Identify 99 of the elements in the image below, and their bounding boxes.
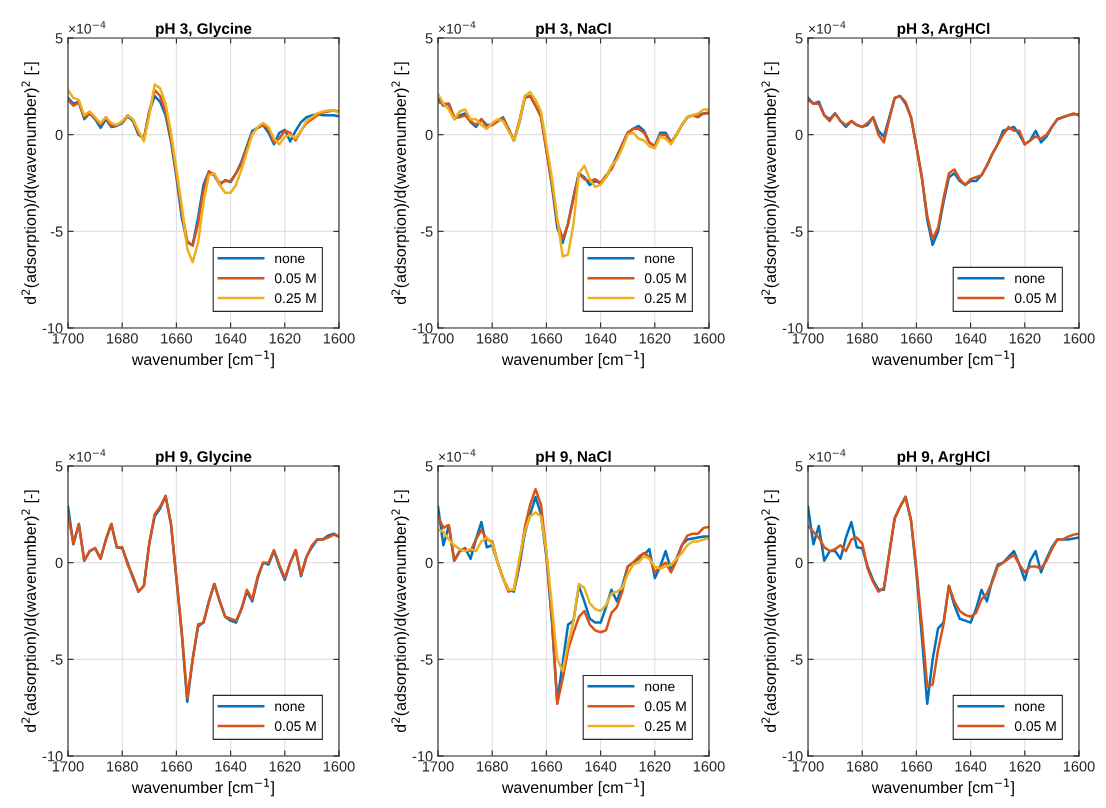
y-tick-label: 5 [55, 33, 63, 44]
y-tick-label: 0 [55, 557, 63, 569]
y-tick-label: 0 [425, 129, 433, 141]
legend-label: 0.05 M [644, 701, 686, 712]
x-tick-label: 1700 [422, 333, 454, 344]
x-tick-label: 1660 [161, 761, 193, 772]
x-tick-label: 1600 [323, 333, 355, 344]
text: ×10$^{−4}$ [808, 21, 846, 34]
legend-label: none [645, 255, 675, 264]
y-axis-title: d$^{2}$(adsorption)/d(wavenumber)$^{2}$ [-] [761, 62, 780, 305]
x-tick-label: 1600 [1063, 761, 1095, 772]
legend-label: 0.05 M [644, 273, 686, 284]
legend-label: none [1015, 275, 1045, 284]
x-tick-label: 1660 [901, 761, 933, 772]
y-tick-label: 5 [795, 461, 803, 472]
x-tick-label: 1600 [323, 761, 355, 772]
x-axis-title: wavenumber [cm$^{−1}$] [501, 350, 644, 369]
text: ×10$^{−4}$ [438, 449, 476, 462]
y-axis-title: d$^{2}$(adsorption)/d(wavenumber)$^{2}$ [-] [391, 62, 410, 305]
text: ×10$^{−4}$ [68, 21, 106, 34]
chart-title: pH 3, NaCl [536, 22, 611, 37]
y-tick-label: -10 [42, 751, 63, 762]
x-tick-label: 1620 [639, 333, 671, 344]
x-tick-label: 1680 [847, 333, 878, 344]
y-tick-label: 5 [55, 461, 63, 472]
x-tick-label: 1640 [955, 333, 987, 344]
x-axis-title: wavenumber [cm$^{−1}$] [871, 778, 1014, 797]
y-tick-label: 5 [425, 33, 433, 44]
y-tick-label: -5 [420, 226, 433, 237]
y-tick-label: 0 [795, 129, 803, 141]
x-tick-label: 1620 [1009, 333, 1041, 344]
x-tick-label: 1620 [639, 761, 671, 772]
y-axis-title: d$^{2}$(adsorption)/d(wavenumber)$^{2}$ [-] [391, 490, 410, 733]
chart-title: pH 9, NaCl [536, 450, 611, 465]
legend-label: 0.05 M [1014, 721, 1056, 732]
chart-title: pH 9, ArgHCl [897, 450, 990, 466]
x-tick-label: 1700 [792, 333, 824, 344]
x-tick-label: 1700 [792, 761, 824, 772]
legend-label: none [645, 683, 675, 692]
y-tick-label: -5 [790, 226, 803, 237]
y-axis-title: d$^{2}$(adsorption)/d(wavenumber)$^{2}$ [-] [21, 62, 40, 305]
x-axis-title: wavenumber [cm$^{−1}$] [501, 778, 644, 797]
y-tick-label: -10 [782, 751, 803, 762]
legend-label: none [275, 255, 305, 264]
chart-title: pH 3, Glycine [156, 22, 252, 37]
x-tick-label: 1680 [107, 761, 138, 772]
x-tick-label: 1660 [531, 333, 563, 344]
x-tick-label: 1640 [215, 333, 247, 344]
y-tick-label: -10 [412, 323, 433, 334]
x-tick-label: 1680 [477, 761, 508, 772]
legend-label: 0.05 M [1014, 293, 1056, 304]
x-tick-label: 1640 [955, 761, 987, 772]
y-tick-label: -5 [790, 654, 803, 665]
legend-label: 0.05 M [274, 721, 316, 732]
y-axis-title: d$^{2}$(adsorption)/d(wavenumber)$^{2}$ [-] [761, 490, 780, 733]
x-tick-label: 1620 [1009, 761, 1041, 772]
x-tick-label: 1600 [693, 761, 725, 772]
y-tick-label: -5 [50, 654, 63, 665]
legend-label: 0.25 M [644, 293, 686, 304]
y-tick-label: 0 [55, 129, 63, 141]
x-axis-title: wavenumber [cm$^{−1}$] [871, 350, 1014, 369]
y-tick-label: -5 [420, 654, 433, 665]
text: ×10$^{−4}$ [68, 449, 106, 462]
x-tick-label: 1660 [531, 761, 563, 772]
text: ×10$^{−4}$ [808, 449, 846, 462]
x-tick-label: 1660 [901, 333, 933, 344]
x-tick-label: 1700 [422, 761, 454, 772]
x-tick-label: 1600 [1063, 333, 1095, 344]
y-axis-title: d$^{2}$(adsorption)/d(wavenumber)$^{2}$ [-] [21, 490, 40, 733]
x-tick-label: 1680 [477, 333, 508, 344]
x-tick-label: 1620 [269, 333, 301, 344]
legend-label: 0.25 M [644, 721, 686, 732]
chart-title: pH 3, ArgHCl [897, 22, 990, 38]
x-tick-label: 1700 [52, 333, 84, 344]
y-tick-label: -10 [412, 751, 433, 762]
legend-label: 0.05 M [274, 273, 316, 284]
x-tick-label: 1620 [269, 761, 301, 772]
chart-title: pH 9, Glycine [156, 450, 252, 465]
text: ×10$^{−4}$ [438, 21, 476, 34]
y-tick-label: 0 [425, 557, 433, 569]
y-tick-label: -10 [42, 323, 63, 334]
x-tick-label: 1600 [693, 333, 725, 344]
y-tick-label: 5 [425, 461, 433, 472]
x-tick-label: 1660 [161, 333, 193, 344]
y-tick-label: 0 [795, 557, 803, 569]
x-tick-label: 1680 [847, 761, 878, 772]
x-tick-label: 1640 [585, 333, 617, 344]
legend-label: 0.25 M [274, 293, 316, 304]
x-tick-label: 1680 [107, 333, 138, 344]
x-axis-title: wavenumber [cm$^{−1}$] [131, 350, 274, 369]
y-tick-label: 5 [795, 33, 803, 44]
x-tick-label: 1640 [585, 761, 617, 772]
legend-label: none [1015, 703, 1045, 712]
x-tick-label: 1640 [215, 761, 247, 772]
x-axis-title: wavenumber [cm$^{−1}$] [131, 778, 274, 797]
x-tick-label: 1700 [52, 761, 84, 772]
y-tick-label: -10 [782, 323, 803, 334]
y-tick-label: -5 [50, 226, 63, 237]
legend-label: none [275, 703, 305, 712]
